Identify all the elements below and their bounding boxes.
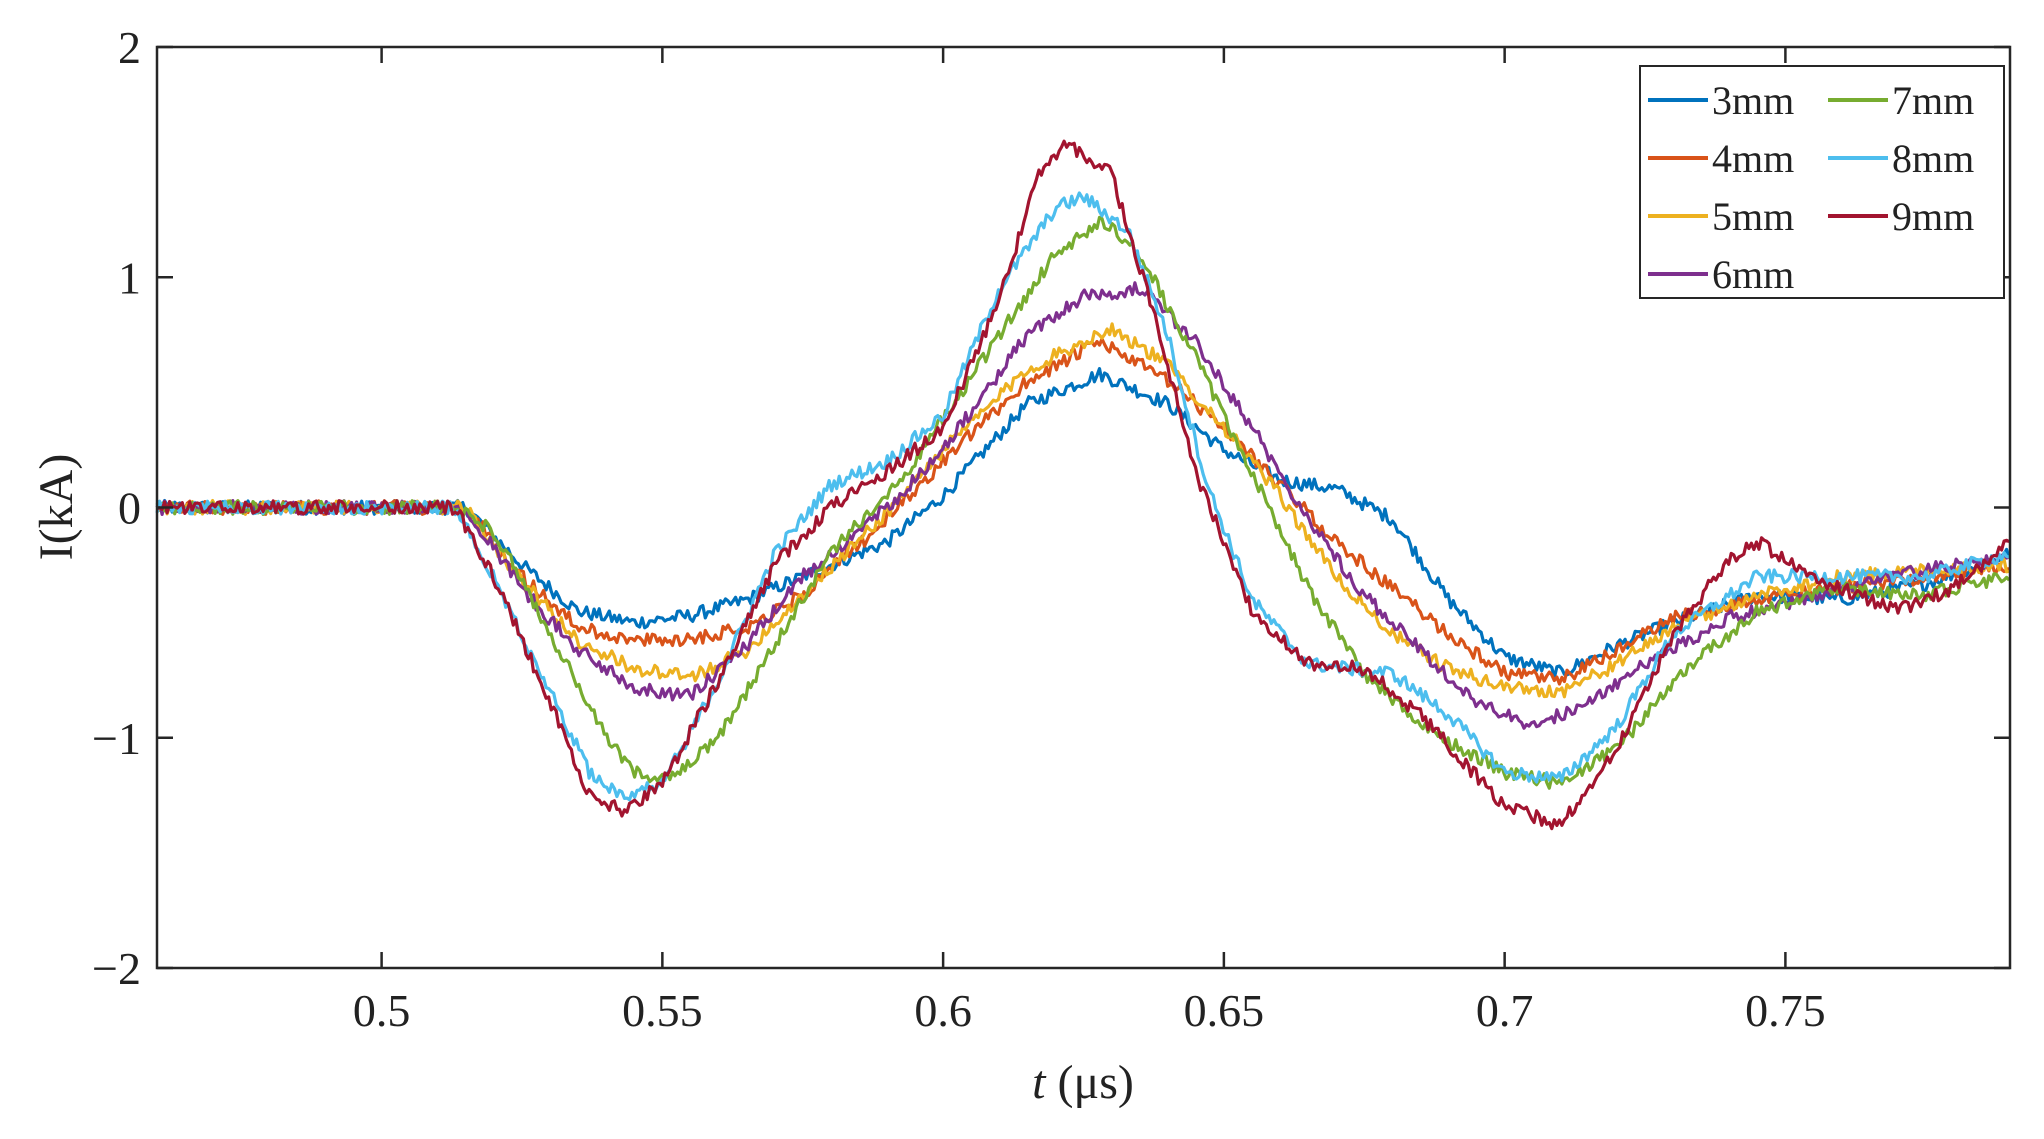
legend-label-6mm: 6mm xyxy=(1712,252,1794,297)
x-axis-unit: (μs) xyxy=(1045,1056,1133,1109)
series-line-9mm xyxy=(156,139,2010,831)
legend-label-9mm: 9mm xyxy=(1892,194,1974,239)
x-axis-variable: t xyxy=(1032,1056,1047,1109)
series-line-7mm xyxy=(155,215,2011,790)
legend-label-8mm: 8mm xyxy=(1892,136,1974,181)
legend-box xyxy=(1639,65,2005,299)
y-tick-label: 1 xyxy=(118,252,141,303)
y-tick-label: 2 xyxy=(118,22,141,73)
series-line-8mm xyxy=(155,191,2010,802)
y-tick-label: −1 xyxy=(92,713,141,764)
x-tick-label: 0.55 xyxy=(622,985,703,1036)
axis-ticks: 0.5 0.55 0.6 0.65 0.7 0.75 −2 −1 0 1 2 xyxy=(92,22,2010,1036)
legend-label-7mm: 7mm xyxy=(1892,78,1974,123)
y-tick-label: 0 xyxy=(118,483,141,534)
x-tick-label: 0.7 xyxy=(1476,985,1534,1036)
x-tick-label: 0.6 xyxy=(914,985,972,1036)
y-axis-label: I(kA) xyxy=(30,454,83,561)
x-tick-label: 0.5 xyxy=(353,985,411,1036)
legend-label-4mm: 4mm xyxy=(1712,136,1794,181)
x-axis-label: t (μs) xyxy=(1032,1056,1134,1109)
x-tick-label: 0.75 xyxy=(1745,985,1826,1036)
plot-lines xyxy=(155,139,2011,831)
legend-label-3mm: 3mm xyxy=(1712,78,1794,123)
y-tick-label: −2 xyxy=(92,943,141,994)
legend-label-5mm: 5mm xyxy=(1712,194,1794,239)
legend: 3mm 4mm 5mm 6mm 7mm 8mm 9mm xyxy=(1639,65,2005,299)
x-tick-label: 0.65 xyxy=(1184,985,1265,1036)
